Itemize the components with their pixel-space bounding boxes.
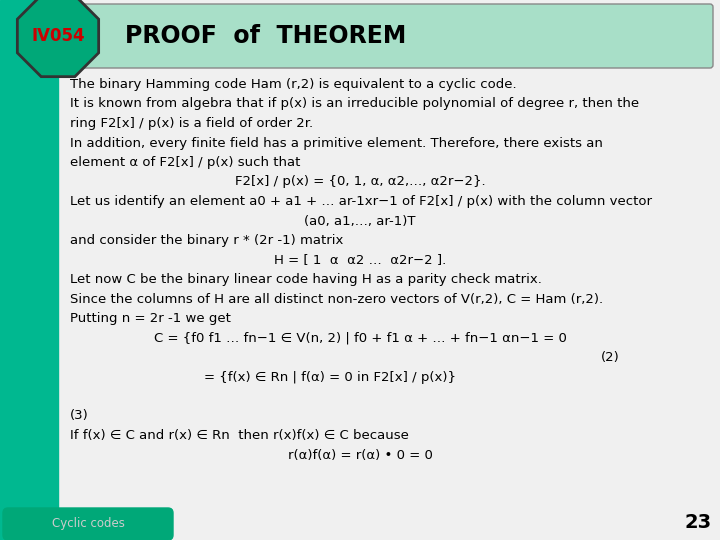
Text: Cyclic codes: Cyclic codes (52, 517, 125, 530)
Polygon shape (17, 0, 99, 77)
Text: The binary Hamming code Ham (r,2) is equivalent to a cyclic code.: The binary Hamming code Ham (r,2) is equ… (70, 78, 517, 91)
Text: ring F2[x] / p(x) is a field of order 2r.: ring F2[x] / p(x) is a field of order 2r… (70, 117, 313, 130)
Text: C = {f0 f1 … fn−1 ∈ V(n, 2) | f0 + f1 α + … + fn−1 αn−1 = 0: C = {f0 f1 … fn−1 ∈ V(n, 2) | f0 + f1 α … (153, 332, 567, 345)
Text: (a0, a1,…, ar-1)T: (a0, a1,…, ar-1)T (305, 214, 415, 227)
Text: If f(x) ∈ C and r(x) ∈ Rn  then r(x)f(x) ∈ C because: If f(x) ∈ C and r(x) ∈ Rn then r(x)f(x) … (70, 429, 409, 442)
Text: and consider the binary r * (2r -1) matrix: and consider the binary r * (2r -1) matr… (70, 234, 343, 247)
Text: r(α)f(α) = r(α) • 0 = 0: r(α)f(α) = r(α) • 0 = 0 (287, 449, 433, 462)
Text: IV054: IV054 (31, 27, 85, 45)
Text: F2[x] / p(x) = {0, 1, α, α2,…, α2r−2}.: F2[x] / p(x) = {0, 1, α, α2,…, α2r−2}. (235, 176, 485, 188)
Text: In addition, every finite field has a primitive element. Therefore, there exists: In addition, every finite field has a pr… (70, 137, 603, 150)
Text: = {f(x) ∈ Rn | f(α) = 0 in F2[x] / p(x)}: = {f(x) ∈ Rn | f(α) = 0 in F2[x] / p(x)} (204, 370, 456, 383)
Text: Let now C be the binary linear code having H as a parity check matrix.: Let now C be the binary linear code havi… (70, 273, 542, 286)
FancyBboxPatch shape (55, 4, 713, 68)
Text: Let us identify an element a0 + a1 + … ar-1xr−1 of F2[x] / p(x) with the column : Let us identify an element a0 + a1 + … a… (70, 195, 652, 208)
Text: 23: 23 (685, 513, 712, 532)
Text: H = [ 1  α  α2 …  α2r−2 ].: H = [ 1 α α2 … α2r−2 ]. (274, 253, 446, 267)
Text: PROOF  of  THEOREM: PROOF of THEOREM (125, 24, 406, 48)
Text: (2): (2) (601, 351, 620, 364)
Text: (3): (3) (70, 409, 89, 422)
Text: Putting n = 2r -1 we get: Putting n = 2r -1 we get (70, 312, 231, 325)
Bar (0, 0, 58, 540)
Text: Since the columns of H are all distinct non-zero vectors of V(r,2), C = Ham (r,2: Since the columns of H are all distinct … (70, 293, 603, 306)
Text: element α of F2[x] / p(x) such that: element α of F2[x] / p(x) such that (70, 156, 300, 169)
FancyBboxPatch shape (3, 508, 173, 540)
Text: It is known from algebra that if p(x) is an irreducible polynomial of degree r, : It is known from algebra that if p(x) is… (70, 98, 639, 111)
